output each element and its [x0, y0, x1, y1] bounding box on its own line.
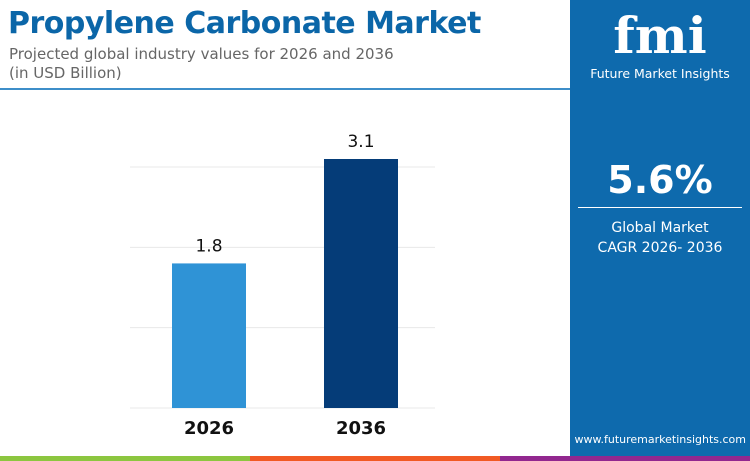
data-label: 3.1	[347, 132, 374, 152]
data-label: 1.8	[195, 236, 222, 256]
subtitle-line2: (in USD Billion)	[9, 64, 122, 82]
logo-text: Future Market Insights	[590, 66, 730, 81]
fmi-logo: fmi Future Market Insights	[570, 6, 750, 82]
bar-2026	[172, 263, 246, 408]
header-divider	[0, 88, 570, 90]
bar-2036	[324, 159, 398, 408]
cagr-value: 5.6%	[607, 158, 713, 202]
x-tick-label: 2026	[184, 418, 234, 439]
logo-mark: fmi	[613, 6, 707, 65]
subtitle: Projected global industry values for 202…	[9, 45, 394, 83]
strip-segment	[500, 456, 750, 461]
strip-segment	[0, 456, 250, 461]
cagr-label-line1: Global Market	[611, 220, 709, 236]
x-tick-label: 2036	[336, 418, 386, 439]
cagr-label: Global Market CAGR 2026- 2036	[570, 218, 750, 258]
sidebar-panel: fmi Future Market Insights 5.6% Global M…	[570, 0, 750, 456]
website-link[interactable]: www.futuremarketinsights.com	[574, 433, 747, 446]
color-strip	[0, 456, 750, 461]
page-title: Propylene Carbonate Market	[8, 6, 481, 41]
cagr-label-line2: CAGR 2026- 2036	[597, 240, 723, 256]
cagr-divider	[578, 207, 742, 208]
subtitle-line1: Projected global industry values for 202…	[9, 45, 394, 63]
strip-segment	[250, 456, 500, 461]
bar-chart: 1.8 2026 3.1 2036	[130, 132, 435, 439]
